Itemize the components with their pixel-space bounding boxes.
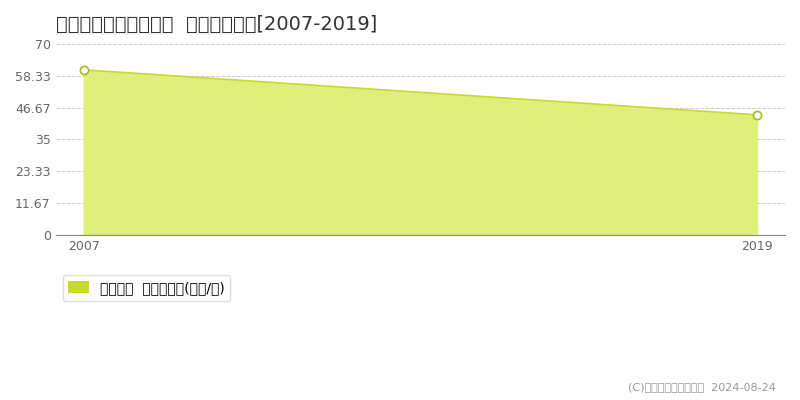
- Point: [750, 112, 763, 118]
- Point: [78, 67, 90, 73]
- Text: 名古屋市中村区大門町  土地価格推移[2007-2019]: 名古屋市中村区大門町 土地価格推移[2007-2019]: [56, 15, 377, 34]
- Text: (C)土地価格ドットコム  2024-08-24: (C)土地価格ドットコム 2024-08-24: [628, 382, 776, 392]
- Legend: 土地価格  平均嵪単価(万円/嵪): 土地価格 平均嵪単価(万円/嵪): [62, 276, 230, 300]
